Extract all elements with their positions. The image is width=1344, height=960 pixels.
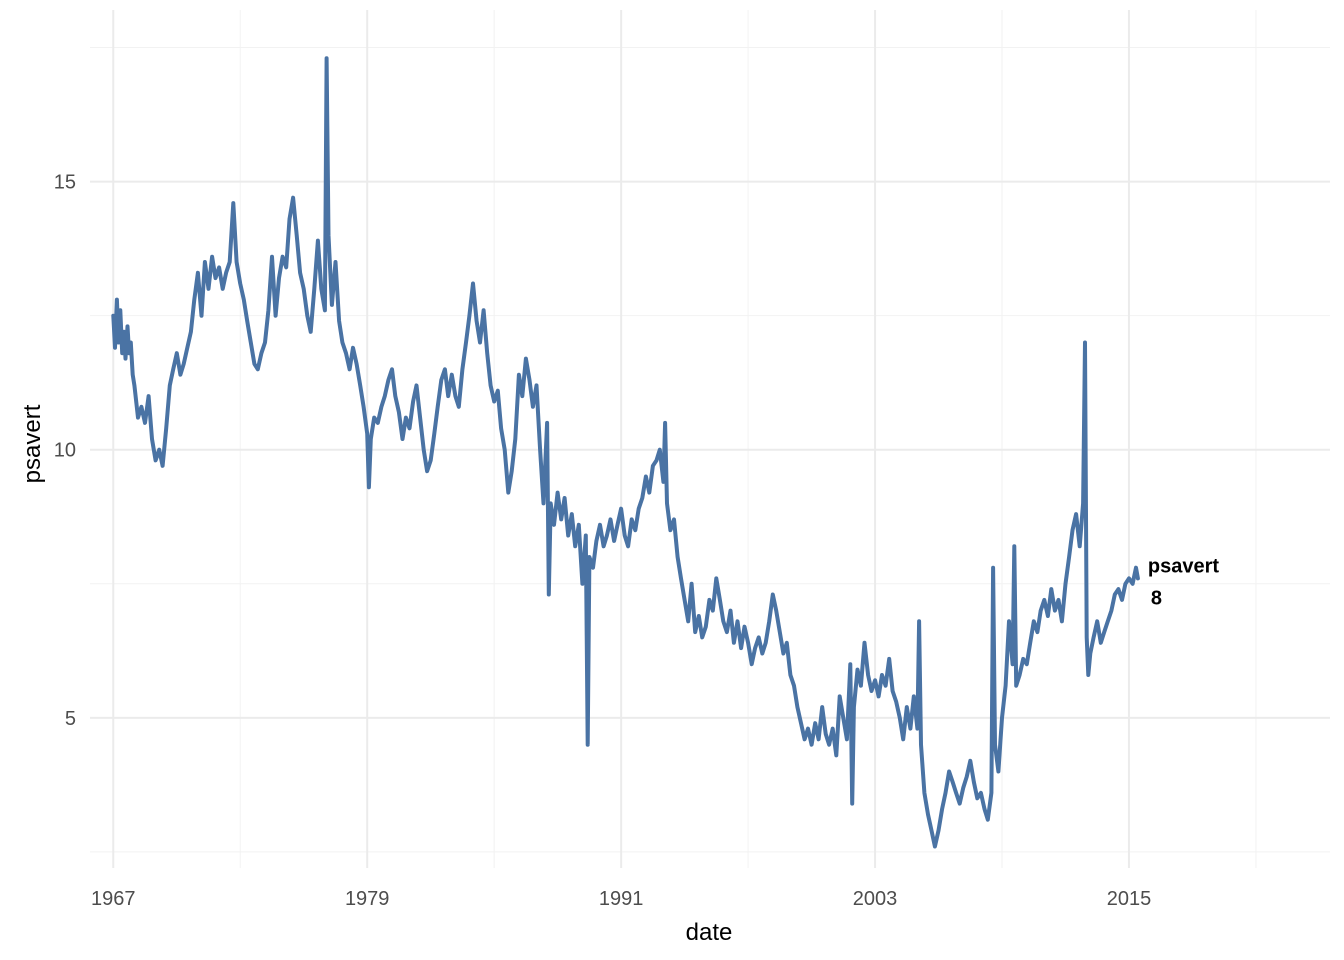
end-label-value: 8 xyxy=(1151,587,1162,609)
y-axis-title: psavert xyxy=(19,404,46,483)
y-tick-label: 5 xyxy=(65,708,76,730)
y-tick-label: 15 xyxy=(54,172,76,194)
x-axis-tick-labels: 1967 1979 1991 2003 2015 xyxy=(91,888,1151,910)
grid-lines xyxy=(90,10,1330,868)
psavert-series-line xyxy=(111,56,1140,849)
x-tick-label: 2015 xyxy=(1107,888,1152,910)
x-tick-label: 1967 xyxy=(91,888,136,910)
x-axis-title: date xyxy=(686,919,733,946)
x-tick-label: 1979 xyxy=(345,888,390,910)
end-label-series-name: psavert xyxy=(1148,555,1219,577)
y-tick-label: 10 xyxy=(54,440,76,462)
x-tick-label: 1991 xyxy=(599,888,644,910)
x-tick-label: 2003 xyxy=(853,888,898,910)
y-axis-tick-labels: 5 10 15 xyxy=(54,172,76,730)
